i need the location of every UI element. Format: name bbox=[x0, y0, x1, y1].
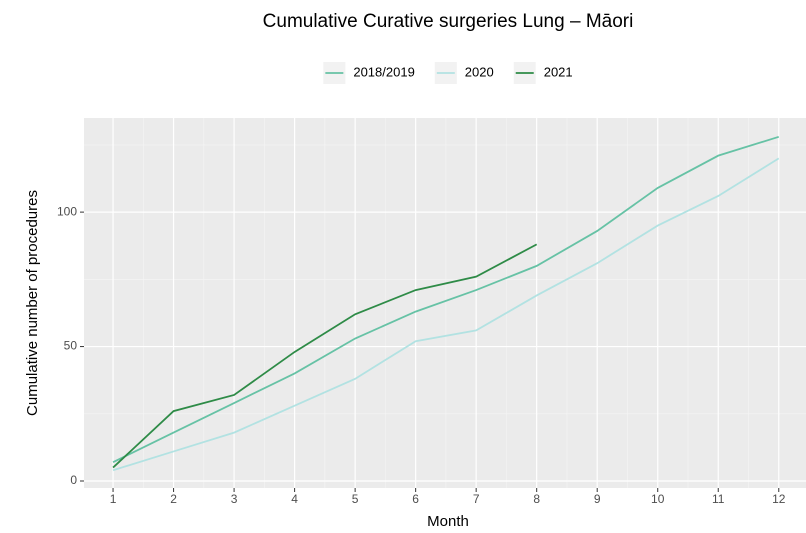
plot-panel bbox=[84, 118, 806, 488]
x-tick-label: 12 bbox=[772, 492, 786, 506]
legend: 2018/2019 2020 2021 bbox=[323, 62, 573, 84]
x-tick-label: 1 bbox=[110, 492, 117, 506]
x-tick-label: 3 bbox=[231, 492, 238, 506]
y-axis-label: Cumulative number of procedures bbox=[24, 190, 41, 416]
x-tick-label: 6 bbox=[412, 492, 419, 506]
series-line bbox=[112, 135, 780, 463]
x-tick-label: 4 bbox=[291, 492, 298, 506]
series-line bbox=[112, 243, 538, 469]
y-tick-label: 50 bbox=[64, 339, 78, 353]
y-tick-label: 100 bbox=[57, 204, 77, 218]
chart-title: Cumulative Curative surgeries Lung – Māo… bbox=[263, 11, 634, 32]
x-tick-label: 10 bbox=[651, 492, 665, 506]
x-tick-label: 2 bbox=[170, 492, 177, 506]
legend-label: 2018/2019 bbox=[353, 64, 414, 79]
x-tick-label: 11 bbox=[712, 492, 725, 506]
x-tick-label: 7 bbox=[473, 492, 480, 506]
y-tick-label: 0 bbox=[70, 473, 77, 487]
legend-label: 2020 bbox=[465, 64, 494, 79]
x-axis-label: Month bbox=[427, 513, 469, 530]
series-line bbox=[112, 157, 780, 472]
x-tick-label: 9 bbox=[594, 492, 601, 506]
x-tick-label: 8 bbox=[533, 492, 540, 506]
x-tick-label: 5 bbox=[352, 492, 359, 506]
legend-label: 2021 bbox=[544, 64, 573, 79]
